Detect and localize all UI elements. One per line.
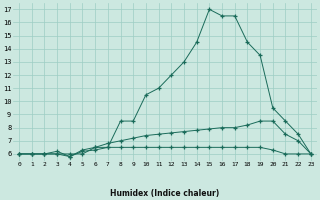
X-axis label: Humidex (Indice chaleur): Humidex (Indice chaleur) xyxy=(110,189,220,198)
